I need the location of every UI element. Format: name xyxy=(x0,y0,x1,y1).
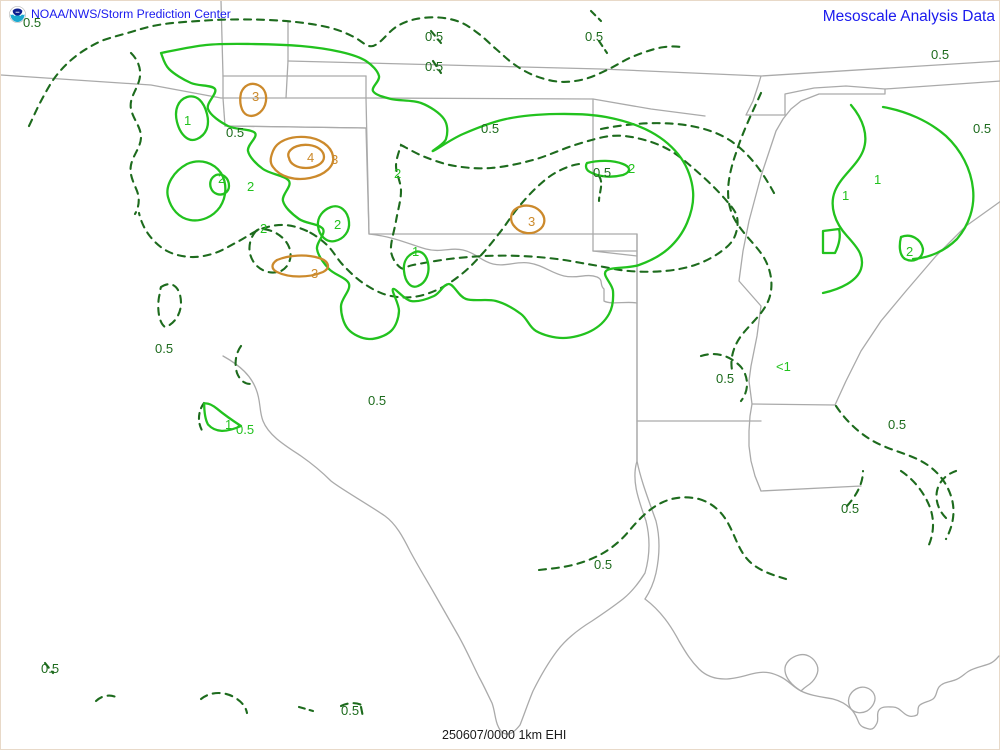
svg-text:2: 2 xyxy=(247,179,254,194)
svg-text:4: 4 xyxy=(307,150,314,165)
svg-text:0.5: 0.5 xyxy=(585,29,603,44)
svg-text:0.5: 0.5 xyxy=(341,703,359,718)
svg-text:1: 1 xyxy=(412,244,419,259)
svg-text:0.5: 0.5 xyxy=(425,29,443,44)
svg-text:2: 2 xyxy=(906,244,913,259)
svg-text:0.5: 0.5 xyxy=(236,422,254,437)
svg-text:0.5: 0.5 xyxy=(41,661,59,676)
svg-text:0.5: 0.5 xyxy=(973,121,991,136)
svg-text:0.5: 0.5 xyxy=(716,371,734,386)
svg-text:2: 2 xyxy=(334,217,341,232)
svg-text:3: 3 xyxy=(528,214,535,229)
svg-text:3: 3 xyxy=(311,266,318,281)
svg-text:0.5: 0.5 xyxy=(425,59,443,74)
svg-text:1: 1 xyxy=(225,417,232,432)
svg-text:0.5: 0.5 xyxy=(593,165,611,180)
svg-text:3: 3 xyxy=(252,89,259,104)
svg-text:0.5: 0.5 xyxy=(931,47,949,62)
svg-text:0.5: 0.5 xyxy=(155,341,173,356)
svg-text:0.5: 0.5 xyxy=(594,557,612,572)
svg-text:1: 1 xyxy=(184,113,191,128)
svg-text:0.5: 0.5 xyxy=(481,121,499,136)
svg-text:2: 2 xyxy=(394,166,401,181)
svg-text:2: 2 xyxy=(218,171,225,186)
svg-text:3: 3 xyxy=(331,152,338,167)
svg-text:0.5: 0.5 xyxy=(226,125,244,140)
svg-text:1: 1 xyxy=(874,172,881,187)
svg-text:1: 1 xyxy=(842,188,849,203)
svg-text:2: 2 xyxy=(260,221,267,236)
svg-text:2: 2 xyxy=(628,161,635,176)
svg-text:0.5: 0.5 xyxy=(368,393,386,408)
svg-text:0.5: 0.5 xyxy=(888,417,906,432)
svg-text:0.5: 0.5 xyxy=(841,501,859,516)
svg-text:<1: <1 xyxy=(776,359,791,374)
